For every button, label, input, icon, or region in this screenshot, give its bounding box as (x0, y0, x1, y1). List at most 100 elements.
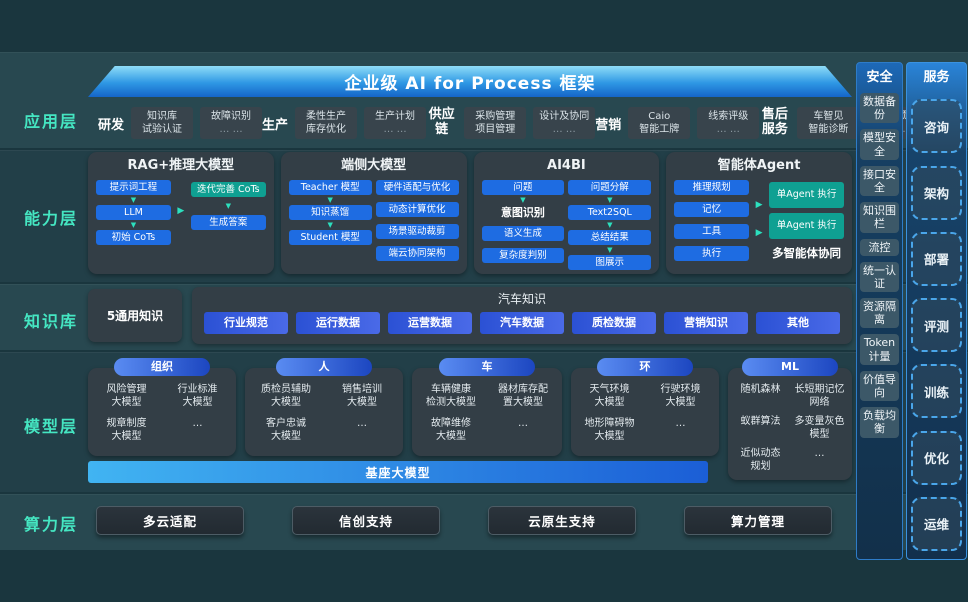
box-line: 采购管理 (475, 111, 516, 122)
compute-box: 多云适配 (96, 506, 244, 535)
flow-box: 提示词工程 (96, 180, 171, 195)
box-line: 线索评级 (708, 111, 749, 122)
arrow-down-icon: ▼ (607, 246, 613, 254)
model-item: … (814, 448, 825, 459)
model-item: … (675, 418, 686, 429)
service-item: 架构 (911, 165, 962, 220)
box-line: 智能诊断 (808, 124, 849, 135)
flow-box: 生成答案 (190, 215, 266, 230)
model-item: 地形障碍物 大模型 (584, 418, 635, 442)
model-item: 随机森林 (740, 384, 781, 395)
security-item: 知识围栏 (860, 202, 899, 233)
layer-label-application: 应用层 (24, 112, 79, 131)
knowledge-pill: 质检数据 (572, 312, 656, 334)
panel-ai4bi: AI4BI 问题 ▼ 意图识别 语义生成 复杂度判别 问题分解 ▼ Text2S… (473, 152, 660, 274)
model-group-environment: 环 天气环境 大模型 行驶环境 大模型 地形障碍物 大模型 … (571, 358, 719, 456)
flow-box: 知识蒸馏 (288, 205, 372, 220)
app-box: 故障识别 … … (200, 107, 263, 139)
arrow-right-icon: ▶ (177, 205, 185, 216)
rag-flow-right: 迭代完善 CoTs ▼ 生成答案 (190, 176, 266, 245)
model-item: 车辆健康 检测大模型 (426, 384, 476, 408)
model-group-tag: 组织 (114, 358, 210, 376)
arrow-down-icon: ▼ (327, 196, 333, 204)
model-group-tag: 人 (276, 358, 372, 376)
ai4bi-flow-right: 问题分解 ▼ Text2SQL ▼ 总结结果 ▼ 图展示 (568, 176, 652, 270)
app-group-production: 生产 柔性生产 库存优化 生产计划 … … (262, 107, 427, 139)
security-item: 数据备份 (860, 93, 899, 124)
flow-box: Text2SQL (568, 205, 652, 220)
model-row: 组织 风险管理 大模型 行业标准 大模型 规章制度 大模型 … 人 质检员辅助 大模型 … (88, 358, 852, 480)
app-group-supply-chain: 供应链 采购管理 项目管理 设计及协同 … … (426, 107, 596, 139)
box-line: 库存优化 (306, 124, 347, 135)
flow-box: 场景驱动裁剪 (375, 224, 459, 239)
model-item: 规章制度 大模型 (106, 418, 147, 442)
box-line: … … (383, 124, 407, 135)
ai4bi-flow-left: 问题 ▼ 意图识别 语义生成 复杂度判别 (481, 176, 565, 270)
box-label: 5通用知识 (106, 309, 164, 323)
knowledge-pill: 运营数据 (388, 312, 472, 334)
flow-box: LLM (96, 205, 171, 220)
knowledge-pill: 行业规范 (204, 312, 288, 334)
flow-label: 意图识别 (500, 206, 545, 219)
app-group-label: 营销 (595, 117, 622, 133)
security-item: 模型安全 (860, 129, 899, 160)
flow-box: 动态计算优化 (375, 202, 459, 217)
model-group-tag: 环 (597, 358, 693, 376)
security-item: 流控 (860, 238, 899, 256)
service-item: 咨询 (911, 99, 962, 154)
model-item: … (518, 418, 528, 429)
service-item: 运维 (911, 496, 962, 551)
arrow-down-icon: ▼ (225, 202, 231, 210)
flow-box: 记忆 (674, 202, 750, 217)
service-item: 优化 (911, 430, 962, 485)
flow-box: 图展示 (568, 255, 652, 270)
knowledge-pill: 汽车数据 (480, 312, 564, 334)
flow-box-teal: 单Agent 执行 (769, 182, 844, 208)
layer-label-capability: 能力层 (24, 209, 79, 228)
model-item: 近似动态 规划 (740, 448, 781, 472)
service-item: 部署 (911, 231, 962, 286)
model-item: 多变量灰色 模型 (794, 416, 845, 440)
model-item: … (192, 418, 203, 429)
agent-caption: 多智能体协同 (772, 246, 842, 260)
compute-row: 多云适配 信创支持 云原生支持 算力管理 (96, 506, 832, 535)
service-item: 训练 (911, 364, 962, 419)
flow-box: 总结结果 (568, 230, 652, 245)
security-item: 负载均衡 (860, 407, 899, 438)
box-line: 智能工牌 (639, 124, 680, 135)
flow-box: 问题 (481, 180, 565, 195)
arrow-down-icon: ▼ (607, 221, 613, 229)
panel-title: 端侧大模型 (341, 158, 407, 173)
model-group-ml: ML 随机森林 长短期记忆 网络 蚁群算法 多变量灰色 模型 近似动态 规划 … (728, 358, 852, 480)
model-item: … (357, 418, 367, 429)
model-item: 蚁群算法 (740, 416, 781, 427)
security-header: 安全 (866, 70, 893, 85)
model-group-organization: 组织 风险管理 大模型 行业标准 大模型 规章制度 大模型 … (88, 358, 236, 456)
box-line: 知识库 (147, 111, 178, 122)
app-box: 柔性生产 库存优化 (295, 107, 358, 139)
knowledge-pill-row: 行业规范 运行数据 运营数据 汽车数据 质检数据 营销知识 其他 (204, 312, 840, 334)
model-item: 行驶环境 大模型 (660, 384, 701, 408)
box-line: 项目管理 (475, 124, 516, 135)
model-group-vehicle: 车 车辆健康 检测大模型 器材库存配 置大模型 故障维修 大模型 … (412, 358, 562, 456)
auto-knowledge-title: 汽车知识 (497, 292, 546, 306)
app-box: Caio 智能工牌 (628, 107, 691, 139)
knowledge-pill: 运行数据 (296, 312, 380, 334)
box-line: … … (219, 124, 243, 135)
app-box: 线索评级 … … (697, 107, 760, 139)
box-line: … … (552, 124, 576, 135)
agent-list-left: 推理规划 记忆 工具 执行 (674, 176, 750, 261)
app-box: 车智见 智能诊断 (797, 107, 860, 139)
panel-rag: RAG+推理大模型 提示词工程 ▼ LLM ▼ 初始 CoTs ▶ 迭代完善 C… (88, 152, 274, 274)
arrow-down-icon: ▼ (130, 196, 137, 204)
arrow-down-icon: ▼ (520, 196, 526, 204)
arrow-down-icon: ▼ (327, 221, 333, 229)
flow-box-teal: 单Agent 执行 (769, 213, 844, 239)
panel-edge-model: 端侧大模型 Teacher 模型 ▼ 知识蒸馏 ▼ Student 模型 硬件适… (280, 152, 467, 274)
flow-box: 初始 CoTs (96, 230, 171, 245)
general-knowledge-box: 5通用知识 (88, 289, 182, 342)
flow-box: 推理规划 (674, 180, 750, 195)
title-banner: 企业级 AI for Process 框架 (88, 66, 852, 97)
flow-box: 硬件适配与优化 (375, 180, 459, 195)
flow-box: 执行 (674, 246, 750, 261)
